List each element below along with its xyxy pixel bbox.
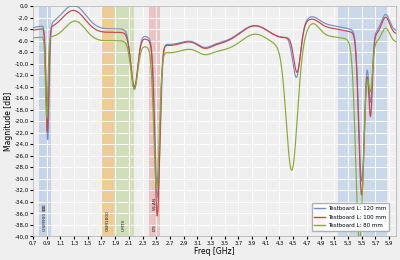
Text: LTE: LTE — [43, 203, 47, 210]
Bar — [39, 6, 51, 236]
Text: GSM900 (II): GSM900 (II) — [43, 205, 47, 231]
X-axis label: Freq [GHz]: Freq [GHz] — [194, 247, 235, 256]
Legend: Testboard L: 120 mm, Testboard L: 100 mm, Testboard L: 80 mm: Testboard L: 120 mm, Testboard L: 100 mm… — [312, 203, 390, 231]
Text: UMTS: UMTS — [122, 218, 126, 231]
Text: LTE: LTE — [152, 223, 156, 231]
Text: WLAN: WLAN — [152, 197, 156, 210]
Bar — [102, 6, 114, 236]
Bar — [149, 6, 160, 236]
Bar — [338, 6, 387, 236]
Y-axis label: Magnitude [dB]: Magnitude [dB] — [4, 92, 13, 151]
Text: WLAN: WLAN — [360, 217, 364, 231]
Text: GSM1800: GSM1800 — [106, 210, 110, 231]
Bar — [114, 6, 134, 236]
